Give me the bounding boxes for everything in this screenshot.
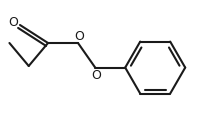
Text: O: O	[91, 68, 101, 81]
Text: O: O	[8, 15, 18, 28]
Text: O: O	[74, 30, 84, 43]
